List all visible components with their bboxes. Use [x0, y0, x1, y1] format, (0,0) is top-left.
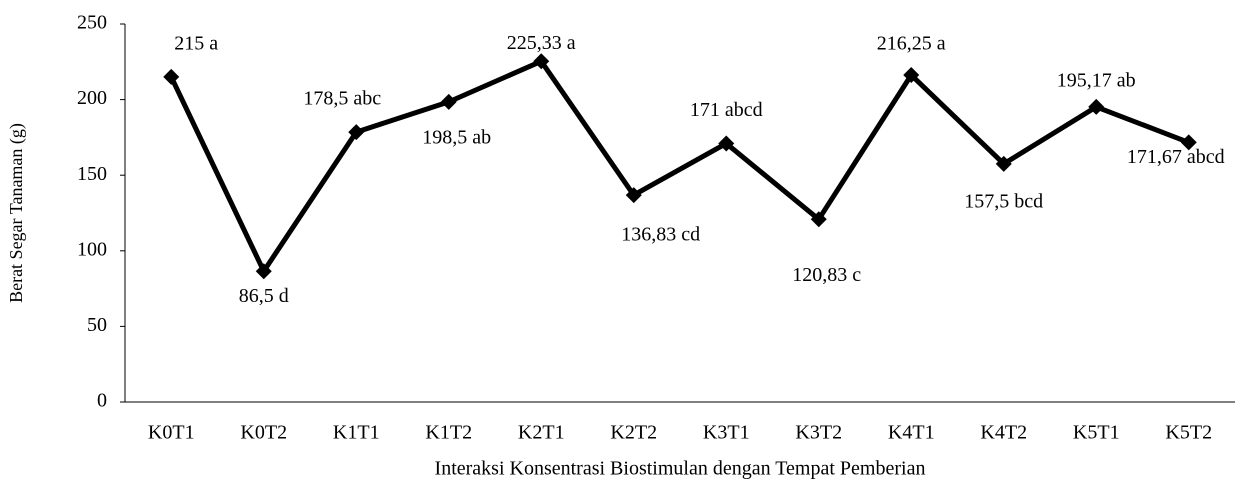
x-axis-title: Interaksi Konsentrasi Biostimulan dengan…: [435, 458, 926, 480]
marker: [348, 124, 365, 141]
data-label: 215 a: [174, 33, 218, 55]
marker: [995, 155, 1012, 172]
y-tick-label: 150: [77, 163, 107, 185]
marker: [903, 67, 920, 84]
data-label: 171 abcd: [690, 99, 763, 121]
y-tick-label: 100: [77, 238, 107, 260]
x-tick-label: K4T1: [888, 422, 935, 444]
y-axis-title: Berat Segar Tanaman (g): [6, 123, 27, 303]
x-tick-label: K0T2: [240, 422, 287, 444]
y-tick-label: 50: [87, 314, 107, 336]
data-label: 195,17 ab: [1057, 69, 1136, 91]
data-label: 225,33 a: [507, 32, 576, 54]
line: [168, 58, 1190, 274]
data-label: 198,5 ab: [422, 126, 491, 148]
data-label: 178,5 abc: [303, 88, 381, 110]
y-tick-label: 200: [77, 87, 107, 109]
x-tick-label: K3T2: [795, 422, 842, 444]
marker: [533, 53, 550, 70]
marker: [255, 263, 272, 280]
x-tick-label: K5T1: [1073, 422, 1120, 444]
marker: [810, 211, 827, 228]
data-label: 136,83 cd: [621, 224, 700, 246]
x-tick-label: K3T1: [703, 422, 750, 444]
x-tick-label: K2T1: [518, 422, 565, 444]
marker: [1180, 134, 1197, 151]
marker: [718, 135, 735, 152]
data-label: 216,25 a: [877, 33, 946, 55]
data-label: 171,67 abcd: [1127, 146, 1225, 168]
y-tick-label: 250: [77, 12, 107, 34]
x-tick-label: K4T2: [980, 422, 1027, 444]
data-label: 120,83 c: [792, 264, 861, 286]
marker: [163, 68, 180, 85]
x-tick-label: K1T1: [333, 422, 380, 444]
x-tick-label: K1T2: [425, 422, 472, 444]
x-tick-label: K2T2: [610, 422, 657, 444]
data-label: 157,5 bcd: [964, 190, 1043, 212]
marker: [440, 93, 457, 110]
x-tick-label: K5T2: [1165, 422, 1212, 444]
x-tick-label: K0T1: [148, 422, 195, 444]
data-label: 86,5 d: [239, 285, 289, 307]
marker: [625, 187, 642, 204]
marker: [1088, 98, 1105, 115]
y-tick-label: 0: [97, 390, 107, 412]
